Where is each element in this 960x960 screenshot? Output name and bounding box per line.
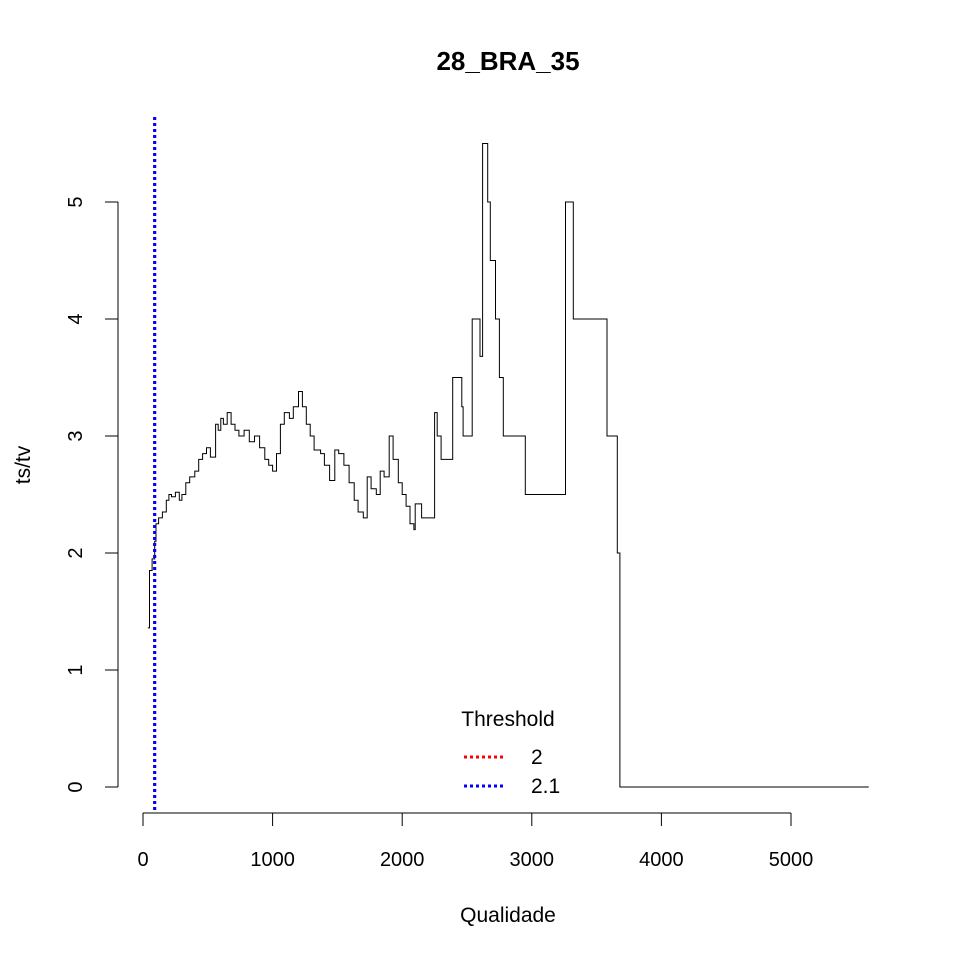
- y-tick-label-5: 5: [65, 196, 87, 207]
- series-line-0: [147, 143, 869, 788]
- y-tick-label-0: 0: [65, 781, 87, 792]
- series-layer: [147, 143, 869, 788]
- x-tick-label-2000: 2000: [380, 849, 425, 871]
- x-tick-label-1000: 1000: [250, 849, 295, 871]
- legend-label-threshold-2-1: 2.1: [531, 775, 560, 798]
- y-tick-label-3: 3: [65, 430, 87, 441]
- legend-title: Threshold: [461, 708, 554, 731]
- x-tick-label-3000: 3000: [510, 849, 555, 871]
- chart-title: 28_BRA_35: [436, 46, 579, 76]
- legend-label-threshold-2: 2: [531, 746, 543, 769]
- x-tick-label-4000: 4000: [639, 849, 684, 871]
- y-tick-label-1: 1: [65, 664, 87, 675]
- x-axis: 0 1000 2000 3000 4000 5000: [137, 812, 814, 871]
- x-axis-label: Qualidade: [460, 904, 556, 927]
- y-axis-label: ts/tv: [12, 445, 35, 484]
- x-tick-label-0: 0: [137, 849, 148, 871]
- y-tick-label-2: 2: [65, 547, 87, 558]
- y-axis: 0 1 2 3 4 5: [65, 196, 119, 793]
- x-tick-label-5000: 5000: [769, 849, 814, 871]
- y-tick-label-4: 4: [65, 313, 87, 324]
- legend: Threshold 2 2.1: [461, 708, 560, 798]
